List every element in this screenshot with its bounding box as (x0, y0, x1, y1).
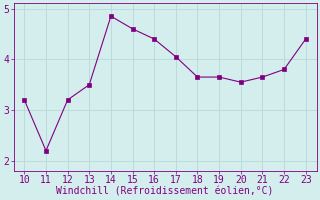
X-axis label: Windchill (Refroidissement éolien,°C): Windchill (Refroidissement éolien,°C) (56, 187, 274, 197)
